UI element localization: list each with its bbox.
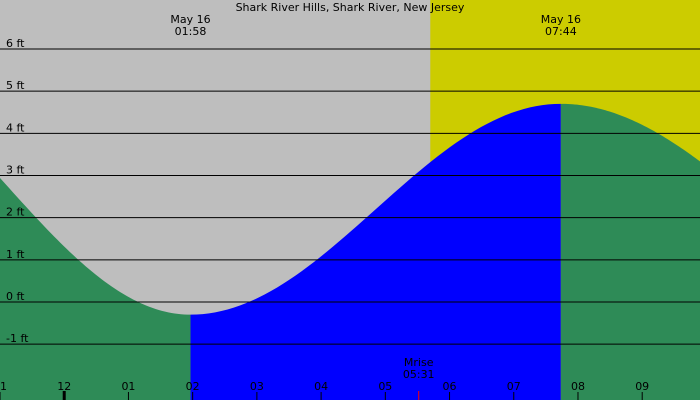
y-tick-label: 6 ft: [6, 37, 25, 50]
x-tick-label: 12: [57, 380, 71, 393]
moon-event-time: 05:31: [403, 368, 435, 381]
y-tick-label: 2 ft: [6, 206, 25, 219]
extreme-date-label: May 16: [170, 13, 210, 26]
y-tick-label: 1 ft: [6, 248, 25, 261]
x-tick-label: 04: [314, 380, 328, 393]
moon-event-label: Mrise: [404, 356, 434, 369]
x-tick-label: 05: [378, 380, 392, 393]
extreme-time-label: 07:44: [545, 25, 577, 38]
y-tick-label: 5 ft: [6, 79, 25, 92]
y-tick-label: 4 ft: [6, 121, 25, 134]
x-tick-label: 01: [121, 380, 135, 393]
x-tick-label: 02: [186, 380, 200, 393]
x-tick-label: 03: [250, 380, 264, 393]
x-tick-label: 07: [507, 380, 521, 393]
y-tick-label: -1 ft: [6, 332, 29, 345]
x-tick-label: 09: [635, 380, 649, 393]
extreme-time-label: 01:58: [175, 25, 207, 38]
y-tick-label: 0 ft: [6, 290, 25, 303]
rising-tide-area: [190, 103, 561, 400]
x-tick-label: 08: [571, 380, 585, 393]
x-tick-label: 11: [0, 380, 7, 393]
extreme-date-label: May 16: [541, 13, 581, 26]
falling-tide-area: [560, 103, 700, 400]
y-tick-label: 3 ft: [6, 164, 25, 177]
chart-title: Shark River Hills, Shark River, New Jers…: [236, 1, 465, 14]
x-tick-label: 06: [443, 380, 457, 393]
